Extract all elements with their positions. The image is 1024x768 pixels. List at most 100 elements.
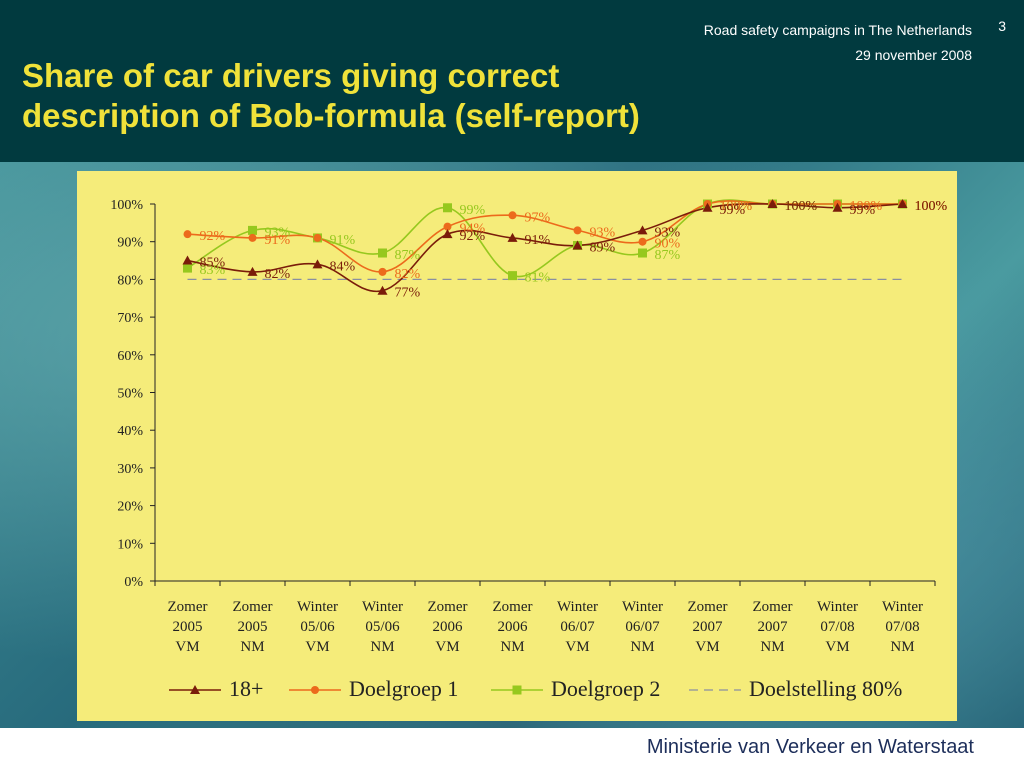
data-point-doelgroep1	[573, 226, 582, 235]
y-tick-label: 100%	[110, 198, 143, 213]
legend-label: 18+	[229, 676, 263, 701]
data-point-18plus	[247, 266, 258, 276]
x-tick-label: VM	[435, 639, 459, 655]
data-label: 91%	[330, 233, 356, 248]
legend-label: Doelgroep 1	[349, 676, 458, 701]
data-point-doelgroep1	[183, 230, 192, 239]
data-point-18plus	[637, 225, 648, 235]
x-tick-label: NM	[500, 639, 524, 655]
data-point-doelgroep1	[443, 222, 452, 231]
y-tick-label: 90%	[117, 236, 143, 251]
x-tick-label: Winter	[297, 599, 338, 615]
data-label: 93%	[265, 225, 291, 240]
legend-marker	[311, 686, 319, 694]
data-point-18plus	[442, 229, 453, 239]
x-tick-label: Zomer	[493, 599, 533, 615]
data-label: 90%	[655, 237, 681, 252]
data-label: 100%	[915, 199, 948, 214]
y-tick-label: 70%	[117, 311, 143, 326]
ministry-name: Ministerie van Verkeer en Waterstaat	[646, 736, 974, 758]
x-tick-label: 2007	[758, 619, 789, 635]
x-tick-label: Winter	[362, 599, 403, 615]
x-tick-label: VM	[825, 639, 849, 655]
x-tick-label: Winter	[622, 599, 663, 615]
x-tick-label: Winter	[557, 599, 598, 615]
data-label: 77%	[395, 286, 421, 301]
data-point-doelgroep2	[378, 248, 387, 258]
line-chart: 0% 10% 20% 30% 40% 50% 60% 70% 80% 90% 100% Zomer 20…	[110, 198, 948, 701]
data-point-doelgroep1	[638, 237, 647, 246]
data-point-doelgroep2	[248, 225, 257, 235]
x-tick-label: 07/08	[885, 619, 919, 635]
y-tick-label: 60%	[117, 349, 143, 364]
data-label: 94%	[460, 222, 486, 237]
data-label: 99%	[720, 203, 746, 218]
x-tick-label: Winter	[882, 599, 923, 615]
x-tick-label: NM	[370, 639, 394, 655]
x-tick-label: 05/06	[365, 619, 400, 635]
data-label: 99%	[460, 203, 486, 218]
data-point-18plus	[702, 202, 713, 212]
data-label: 93%	[655, 225, 681, 240]
data-label: 85%	[200, 256, 226, 271]
y-tick-label: 0%	[124, 575, 143, 590]
x-tick-label: VM	[695, 639, 719, 655]
data-label: 81%	[525, 271, 551, 286]
data-point-doelgroep2	[638, 248, 647, 258]
y-tick-label: 80%	[117, 273, 143, 288]
data-label: 92%	[460, 229, 486, 244]
data-label: 87%	[395, 248, 421, 263]
data-label: 84%	[330, 259, 356, 274]
slide-title-line2: description of Bob-formula (self-report)	[22, 97, 640, 134]
x-tick-label: 06/07	[625, 619, 660, 635]
data-point-doelgroep2	[443, 203, 452, 213]
slide-header: Road safety campaigns in The Netherlands…	[0, 0, 1024, 162]
data-label: 100%	[850, 199, 883, 214]
data-point-18plus	[377, 285, 388, 295]
data-label: 100%	[785, 199, 818, 214]
x-tick-label: 2006	[498, 619, 529, 635]
legend-label: Doelgroep 2	[551, 676, 660, 701]
data-point-18plus	[897, 199, 908, 208]
x-tick-label: NM	[630, 639, 654, 655]
data-label: 97%	[525, 210, 551, 225]
x-tick-label: Zomer	[428, 599, 468, 615]
data-point-doelgroep1	[313, 233, 322, 242]
x-tick-label: 05/06	[300, 619, 335, 635]
x-tick-label: VM	[565, 639, 589, 655]
x-tick-label: VM	[305, 639, 329, 655]
data-label: 87%	[655, 248, 681, 263]
x-tick-label: Zomer	[688, 599, 728, 615]
data-point-18plus	[832, 202, 843, 212]
y-tick-label: 20%	[117, 500, 143, 515]
data-point-18plus	[182, 255, 193, 265]
slide-footer: Ministerie van Verkeer en Waterstaat	[0, 728, 1024, 768]
x-tick-label: Zomer	[753, 599, 793, 615]
data-label: 100%	[720, 199, 753, 214]
data-label: 91%	[525, 233, 551, 248]
x-tick-label: 07/08	[820, 619, 854, 635]
data-label: 82%	[395, 267, 421, 282]
data-point-18plus	[507, 232, 518, 242]
data-label: 100%	[785, 199, 818, 214]
chart-panel: 0% 10% 20% 30% 40% 50% 60% 70% 80% 90% 100% Zomer 20…	[77, 171, 957, 721]
x-tick-label: NM	[240, 639, 264, 655]
data-label: 92%	[200, 229, 226, 244]
x-tick-label: 2005	[173, 619, 203, 635]
data-label: 89%	[590, 240, 616, 255]
y-tick-label: 30%	[117, 462, 143, 477]
data-label: 100%	[720, 199, 753, 214]
data-point-doelgroep1	[248, 233, 257, 242]
presentation-name: Road safety campaigns in The Netherlands	[703, 22, 972, 38]
header-info: Road safety campaigns in The Netherlands…	[704, 18, 972, 68]
page-number: 3	[998, 18, 1006, 34]
data-point-doelgroep2	[183, 263, 192, 273]
x-tick-label: Winter	[817, 599, 858, 615]
data-label: 82%	[265, 267, 291, 282]
data-point-doelgroep1	[508, 211, 517, 220]
x-tick-label: 2007	[693, 619, 724, 635]
x-tick-label: NM	[760, 639, 784, 655]
data-label: 100%	[915, 199, 948, 214]
data-label: 99%	[850, 203, 876, 218]
slide-title: Share of car drivers giving correct desc…	[22, 56, 802, 136]
